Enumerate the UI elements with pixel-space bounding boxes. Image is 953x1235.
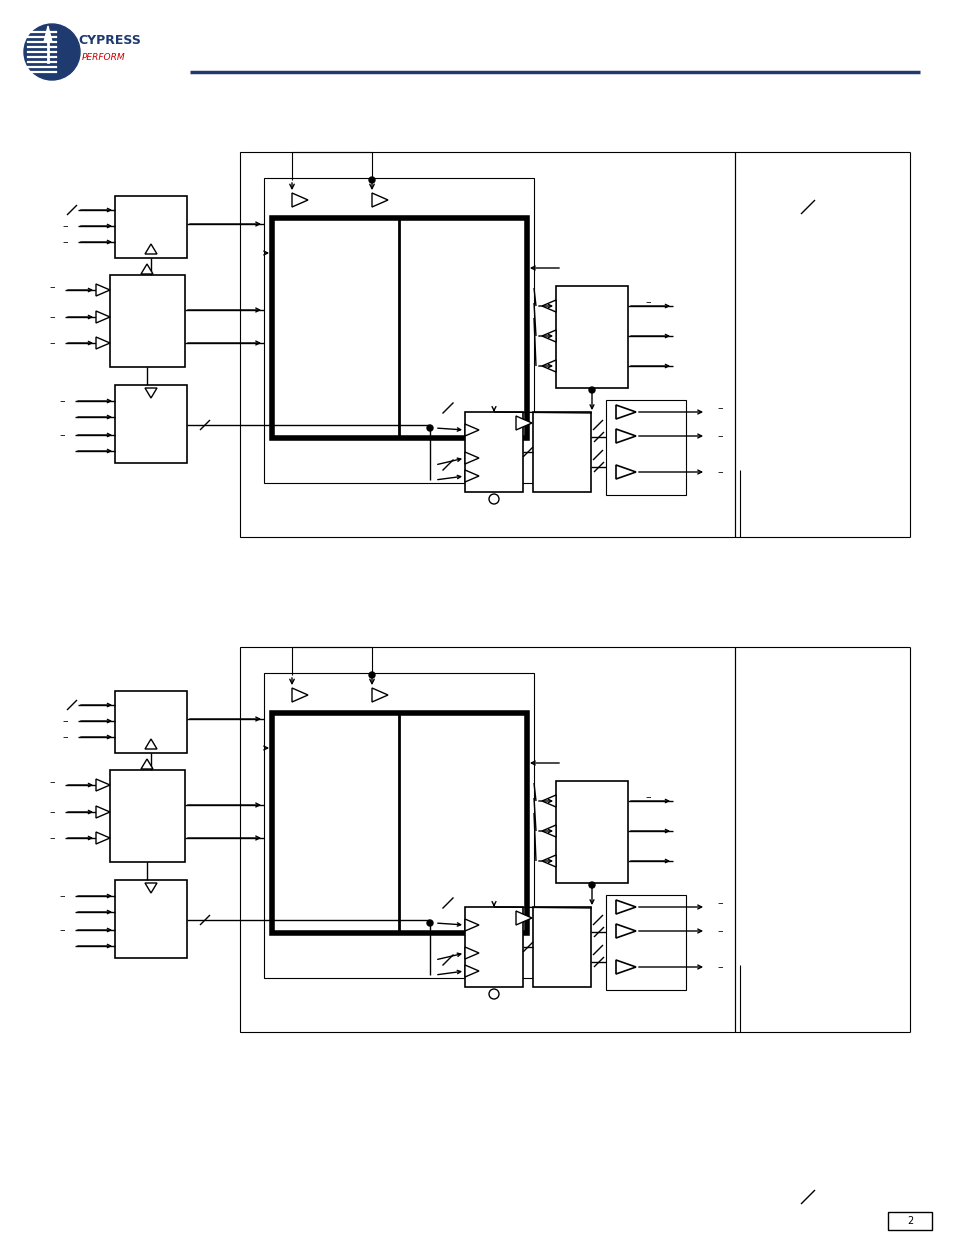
Text: –: –: [50, 338, 54, 348]
Text: –: –: [644, 826, 650, 836]
Bar: [240, 647, 734, 1032]
Polygon shape: [292, 688, 308, 701]
Polygon shape: [141, 264, 152, 274]
Bar: [115, 385, 187, 463]
Text: CYPRESS: CYPRESS: [78, 33, 141, 47]
Text: –: –: [59, 396, 65, 406]
Bar: [556, 287, 627, 388]
Text: –: –: [644, 856, 650, 866]
Text: –: –: [50, 832, 54, 844]
Bar: [533, 412, 590, 492]
Polygon shape: [616, 960, 636, 974]
Polygon shape: [541, 825, 556, 837]
Polygon shape: [464, 452, 478, 464]
Circle shape: [24, 23, 80, 80]
Text: –: –: [62, 237, 68, 247]
Bar: [464, 906, 522, 987]
Bar: [887, 1212, 931, 1230]
Text: –: –: [59, 890, 65, 902]
Polygon shape: [372, 193, 388, 207]
Circle shape: [427, 425, 433, 431]
Polygon shape: [145, 739, 157, 748]
Polygon shape: [541, 855, 556, 867]
Text: –: –: [50, 806, 54, 818]
Text: –: –: [717, 467, 722, 477]
Polygon shape: [141, 760, 152, 769]
Polygon shape: [516, 416, 532, 430]
Circle shape: [427, 920, 433, 926]
Circle shape: [369, 672, 375, 678]
Bar: [605, 895, 685, 990]
Bar: [272, 219, 526, 438]
Polygon shape: [541, 330, 556, 342]
Polygon shape: [96, 779, 110, 790]
Polygon shape: [96, 832, 110, 844]
Bar: [115, 881, 187, 958]
Bar: [240, 152, 734, 537]
Text: –: –: [62, 716, 68, 726]
Polygon shape: [372, 688, 388, 701]
Circle shape: [489, 989, 498, 999]
Text: –: –: [59, 430, 65, 440]
Polygon shape: [616, 924, 636, 939]
Bar: [464, 412, 522, 492]
Bar: [264, 673, 534, 978]
Circle shape: [588, 387, 595, 393]
Polygon shape: [616, 429, 636, 443]
Polygon shape: [464, 947, 478, 960]
Text: –: –: [50, 777, 54, 787]
Polygon shape: [516, 911, 532, 925]
Text: –: –: [644, 792, 650, 802]
Text: –: –: [717, 403, 722, 412]
Text: PERFORM: PERFORM: [82, 53, 126, 62]
Bar: [272, 713, 526, 932]
Text: –: –: [717, 898, 722, 908]
Polygon shape: [44, 26, 52, 42]
Bar: [605, 400, 685, 495]
Bar: [264, 178, 534, 483]
Polygon shape: [464, 471, 478, 482]
Polygon shape: [96, 337, 110, 350]
Polygon shape: [616, 405, 636, 419]
Polygon shape: [616, 466, 636, 479]
Text: –: –: [717, 431, 722, 441]
Bar: [115, 692, 187, 753]
Bar: [533, 906, 590, 987]
Polygon shape: [464, 424, 478, 436]
Text: –: –: [50, 312, 54, 322]
Polygon shape: [541, 359, 556, 372]
Text: –: –: [62, 732, 68, 742]
Circle shape: [588, 882, 595, 888]
Text: –: –: [62, 221, 68, 231]
Text: 2: 2: [906, 1216, 912, 1226]
Bar: [556, 781, 627, 883]
Polygon shape: [145, 245, 157, 254]
Polygon shape: [292, 193, 308, 207]
Polygon shape: [96, 311, 110, 324]
Text: –: –: [644, 361, 650, 370]
Bar: [110, 275, 185, 367]
Circle shape: [489, 494, 498, 504]
Text: –: –: [59, 925, 65, 935]
Text: –: –: [644, 331, 650, 341]
Text: –: –: [717, 926, 722, 936]
Polygon shape: [464, 965, 478, 977]
Polygon shape: [541, 300, 556, 312]
Polygon shape: [464, 919, 478, 931]
Polygon shape: [145, 883, 157, 893]
Text: –: –: [717, 962, 722, 972]
Polygon shape: [541, 795, 556, 806]
Polygon shape: [616, 900, 636, 914]
Bar: [115, 196, 187, 258]
Text: –: –: [644, 296, 650, 308]
Polygon shape: [96, 284, 110, 296]
Polygon shape: [96, 806, 110, 818]
Text: –: –: [50, 282, 54, 291]
Bar: [110, 769, 185, 862]
Circle shape: [369, 177, 375, 183]
Polygon shape: [145, 388, 157, 398]
